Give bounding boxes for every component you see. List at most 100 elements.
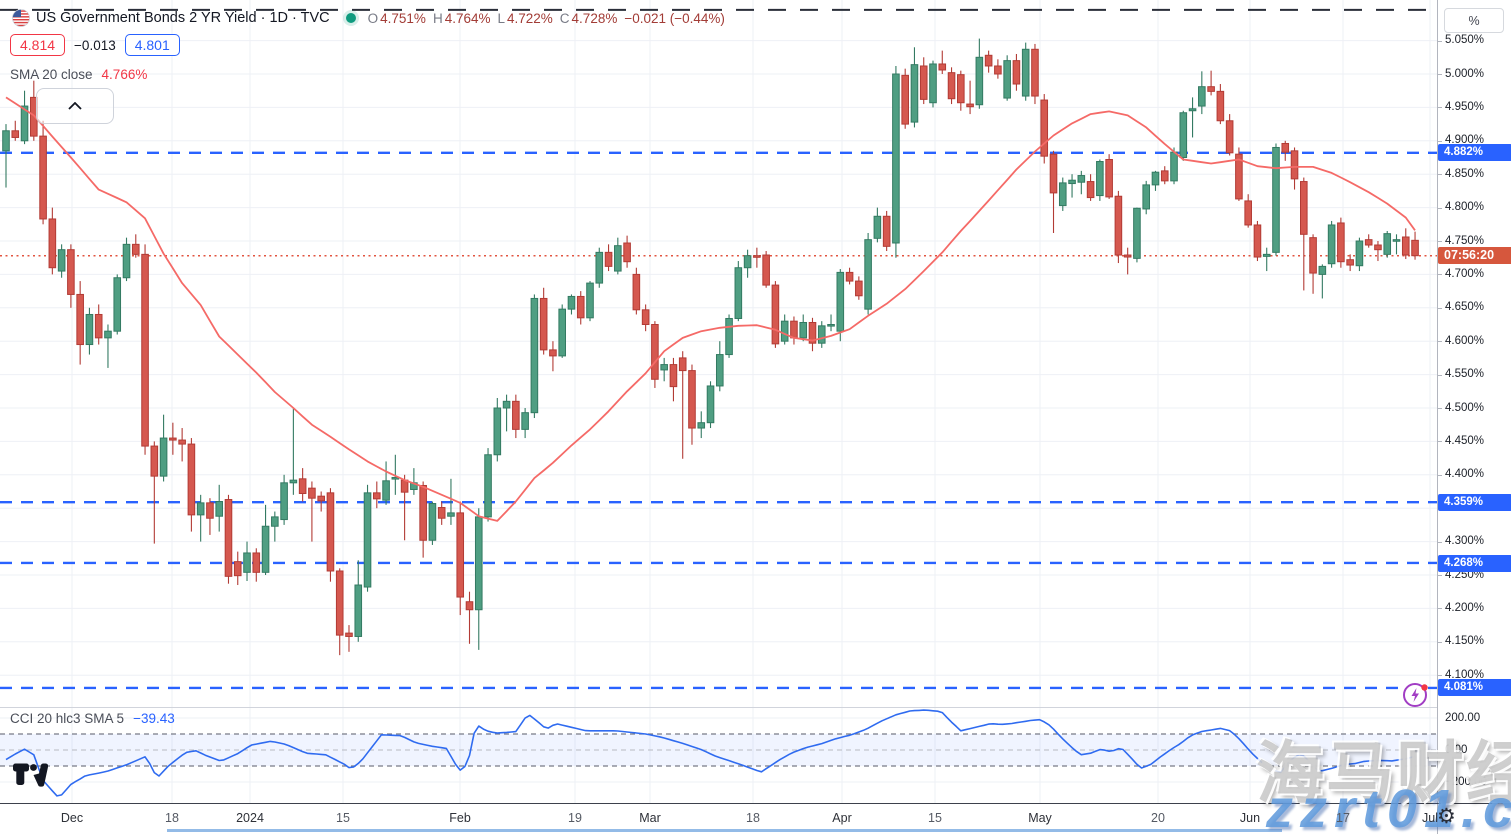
time-axis-label[interactable]: 15 (336, 811, 350, 825)
price-tick-label[interactable]: 4.200% (1445, 601, 1485, 614)
time-axis-label[interactable]: 2024 (236, 811, 264, 825)
price-tick-label[interactable]: 4.850% (1445, 167, 1485, 180)
cci-tick-label[interactable]: 0.00 (1445, 743, 1468, 756)
price-tick-label[interactable]: 4.700% (1445, 267, 1485, 280)
price-tick-label[interactable]: 4.800% (1445, 201, 1485, 214)
time-axis-label[interactable]: Feb (449, 811, 471, 825)
candle-body (308, 487, 316, 499)
candle-body (845, 271, 854, 282)
price-tick-label[interactable]: 5.000% (1445, 67, 1485, 80)
candle-body (419, 484, 427, 541)
market-status-dot[interactable] (345, 13, 356, 23)
time-axis-label[interactable]: Apr (832, 811, 852, 825)
candle-body (521, 412, 529, 430)
cci-legend[interactable]: CCI 20 hlc3 SMA 5 −39.43 (10, 711, 175, 726)
price-tick-label[interactable]: 4.500% (1445, 401, 1485, 414)
candle-body (215, 501, 224, 517)
sell-price-button[interactable]: 4.814 (10, 34, 66, 56)
price-tickmark (1437, 174, 1442, 176)
candle-body (141, 253, 149, 447)
candle-body (1290, 150, 1299, 180)
candle-body (1077, 175, 1086, 183)
candles (2, 38, 1419, 656)
buy-price-button[interactable]: 4.801 (124, 34, 180, 56)
time-axis-label[interactable]: 15 (928, 811, 942, 825)
time-axis-label[interactable]: 18 (165, 811, 179, 825)
price-level-chip[interactable]: 4.882% (1438, 144, 1511, 162)
price-tick-label[interactable]: 5.050% (1445, 34, 1485, 47)
candle-body (669, 364, 678, 388)
price-tick-label[interactable]: 4.150% (1445, 635, 1485, 648)
candle-body (150, 445, 159, 477)
candle-body (957, 74, 965, 104)
price-tickmark (1437, 675, 1442, 677)
candle-body (1049, 153, 1058, 194)
price-level-chip[interactable]: 4.359% (1438, 493, 1511, 511)
price-tick-label[interactable]: 4.100% (1445, 668, 1485, 681)
candle-body (94, 313, 103, 339)
candle-body (1337, 222, 1345, 263)
price-tick-label[interactable]: 4.550% (1445, 368, 1485, 381)
price-tick-label[interactable]: 4.250% (1445, 568, 1485, 581)
sma-line (5, 96, 1416, 522)
candle-body (1216, 90, 1225, 122)
watermark-site: zzrt01.cn (1266, 779, 1511, 834)
pane-collapse-button[interactable] (36, 88, 114, 124)
price-tick-label[interactable]: 4.300% (1445, 535, 1485, 548)
price-tick-label[interactable]: 4.450% (1445, 434, 1485, 447)
cci-tick-label[interactable]: −200.00 (1445, 775, 1487, 788)
tradingview-logo-icon (13, 763, 49, 787)
price-tick-label[interactable]: 4.400% (1445, 468, 1485, 481)
time-axis-label[interactable]: Jun (1239, 811, 1261, 825)
candle-body (586, 282, 594, 319)
time-axis-label[interactable]: 17 (1336, 811, 1350, 825)
price-tick-label[interactable]: 4.600% (1445, 334, 1485, 347)
candle-body (743, 255, 752, 269)
candle-body (1225, 120, 1234, 154)
time-axis-label[interactable]: 18 (746, 811, 760, 825)
tradingview-logo[interactable] (12, 763, 49, 792)
time-axis-label[interactable]: Mar (639, 811, 661, 825)
candle-body (604, 251, 613, 267)
pane-separator[interactable] (0, 707, 1437, 708)
candle-body (261, 525, 270, 573)
candle-body (1207, 86, 1215, 92)
price-tick-label[interactable]: 4.900% (1445, 134, 1485, 147)
gear-icon[interactable]: ⚙ (1437, 804, 1456, 828)
candle-body (1105, 159, 1113, 198)
price-tickmark (1437, 207, 1442, 209)
cci-band-fill (0, 734, 1437, 766)
sma-legend[interactable]: SMA 20 close 4.766% (10, 67, 147, 82)
candle-body (85, 313, 94, 346)
time-axis-label[interactable]: Dec (60, 811, 84, 825)
time-axis-label[interactable]: May (1028, 811, 1052, 825)
candle-body (539, 297, 548, 351)
price-tick-label[interactable]: 4.650% (1445, 301, 1485, 314)
low-value: 4.722% (507, 10, 553, 26)
candle-body (456, 512, 465, 598)
time-axis-label[interactable]: 20 (1151, 811, 1165, 825)
candle-body (243, 552, 251, 573)
watermark-chinese: 海马财经 (1256, 735, 1511, 814)
symbol-title[interactable]: US Government Bonds 2 YR Yield · 1D · TV… (36, 10, 330, 26)
price-level-chip[interactable]: 4.268% (1438, 554, 1511, 572)
percent-scale-button[interactable]: % (1444, 8, 1504, 33)
time-axis-label[interactable]: 19 (568, 811, 582, 825)
price-tick-label[interactable]: 4.750% (1445, 234, 1485, 247)
candle-body (762, 254, 770, 286)
time-axis-label[interactable]: Jul (1422, 811, 1438, 825)
candle-body (169, 437, 177, 441)
time-axis-border (0, 803, 1511, 804)
price-tickmark (1437, 274, 1442, 276)
price-tick-label[interactable]: 4.950% (1445, 100, 1485, 113)
cci-tick-label[interactable]: 200.00 (1445, 711, 1481, 724)
alert-flash-button[interactable] (1401, 680, 1431, 715)
price-tickmark (1437, 107, 1442, 109)
price-level-chip[interactable]: 4.081% (1438, 679, 1511, 697)
candle-body (706, 385, 715, 424)
candle-body (947, 72, 956, 100)
candle-body (298, 478, 307, 495)
candle-body (104, 330, 112, 339)
candle-body (614, 245, 622, 272)
